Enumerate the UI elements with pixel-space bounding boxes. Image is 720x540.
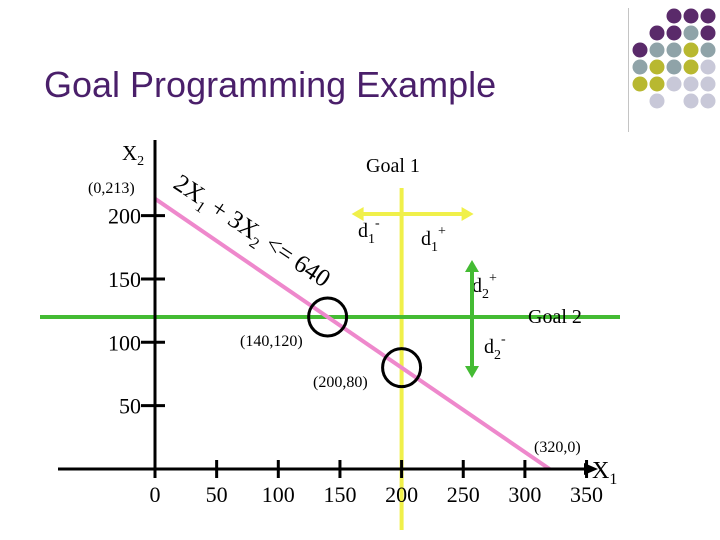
decorative-dot: [700, 42, 716, 58]
decorative-dot: [649, 25, 665, 41]
decorative-dot: [666, 8, 682, 24]
decorative-dot: [666, 25, 682, 41]
page-title: Goal Programming Example: [44, 64, 497, 105]
x-tick-label: 200: [385, 482, 418, 507]
decorative-dot: [683, 59, 699, 75]
decorative-dot: [649, 59, 665, 75]
x-tick-label: 300: [508, 482, 541, 507]
goal1-label: Goal 1: [366, 155, 420, 177]
x-tick-label: 100: [262, 482, 295, 507]
d1-plus-arrowhead: [461, 207, 474, 221]
decorative-dot: [632, 76, 648, 92]
x-tick-label: 50: [206, 482, 228, 507]
d2-minus-label: d2-: [484, 332, 506, 363]
point-label-0-213: (0,213): [88, 180, 135, 197]
decorative-dot: [700, 76, 716, 92]
decorative-dot: [649, 93, 665, 109]
x-tick-label: 150: [323, 482, 356, 507]
decorative-dot: [632, 59, 648, 75]
decorative-dot: [683, 76, 699, 92]
point-label-140-120: (140,120): [240, 333, 303, 350]
decorative-dot: [683, 25, 699, 41]
d2-minus-arrowhead: [465, 366, 479, 378]
x-tick-label: 350: [570, 482, 603, 507]
decorative-dot: [683, 42, 699, 58]
x-axis-title: X1: [592, 458, 617, 488]
decorative-dot: [649, 76, 665, 92]
d2-plus-label: d2+: [472, 271, 497, 302]
y-tick-label: 50: [119, 394, 141, 419]
y-tick-label: 200: [108, 204, 141, 229]
d2-plus-arrowhead: [465, 260, 479, 272]
decorative-dot: [700, 59, 716, 75]
y-tick-label: 100: [108, 330, 141, 355]
decorative-dot: [666, 42, 682, 58]
decorative-dot: [700, 25, 716, 41]
decorative-dot-grid: [628, 8, 716, 132]
d1-plus-label: d1+: [421, 224, 446, 255]
x-tick-label: 0: [150, 482, 161, 507]
solution-point-circle: [307, 296, 349, 338]
decorative-dot: [700, 8, 716, 24]
decorative-dot: [632, 42, 648, 58]
constraint-equation-label: 2X1 + 3X2 <= 640: [166, 170, 335, 297]
constraint-line: [153, 197, 551, 471]
y-axis-title: X2: [122, 141, 144, 169]
d1-minus-label: d1-: [358, 216, 380, 247]
point-label-320-0: (320,0): [534, 439, 581, 456]
d1-minus-arrowhead: [351, 207, 364, 221]
decorative-dot: [666, 76, 682, 92]
decorative-dot: [683, 8, 699, 24]
solution-point-circle: [381, 347, 423, 389]
decorative-dot: [700, 93, 716, 109]
y-tick-label: 150: [108, 267, 141, 292]
decorative-dot: [649, 42, 665, 58]
goal2-label: Goal 2: [528, 306, 582, 328]
decorative-dot: [666, 59, 682, 75]
point-label-200-80: (200,80): [313, 374, 368, 391]
x-tick-label: 250: [447, 482, 480, 507]
decorative-dot: [683, 93, 699, 109]
